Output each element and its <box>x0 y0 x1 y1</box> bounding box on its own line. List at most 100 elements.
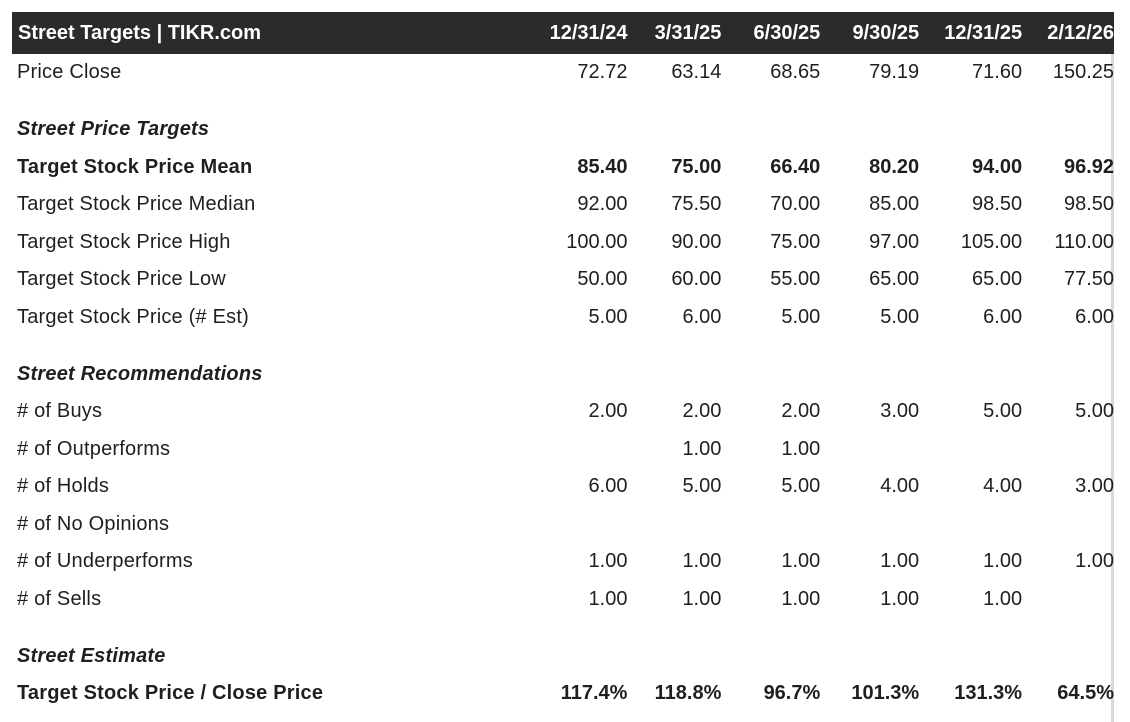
table-cell: 5.00 <box>1075 399 1115 422</box>
row-label: # of Outperforms <box>17 437 171 460</box>
table-cell: 92.00 <box>577 192 628 215</box>
table-row-no-opinions: # of No Opinions <box>12 506 1114 542</box>
section-heading: Street Price Targets <box>17 117 210 140</box>
table-row-target-low: Target Stock Price Low 50.00 60.00 55.00… <box>12 261 1114 297</box>
table-cell: 110.00 <box>1054 230 1115 253</box>
column-header-1[interactable]: 12/31/24 <box>549 21 628 44</box>
table-cell: 1.00 <box>781 437 821 460</box>
table-header: Street Targets | TIKR.com 12/31/24 3/31/… <box>12 12 1114 54</box>
table-cell: 1.00 <box>1075 549 1115 572</box>
table-cell: 6.00 <box>1075 305 1115 328</box>
table-cell: 1.00 <box>588 549 628 572</box>
table-row-underperforms: # of Underperforms 1.00 1.00 1.00 1.00 1… <box>12 543 1114 579</box>
table-cell: 71.60 <box>972 60 1023 83</box>
table-row-target-close-ratio: Target Stock Price / Close Price 117.4% … <box>12 675 1114 711</box>
table-cell: 1.00 <box>880 587 920 610</box>
table-cell: 80.20 <box>869 155 920 178</box>
table-cell: 75.50 <box>671 192 722 215</box>
table-cell: 55.00 <box>770 267 821 290</box>
table-cell: 64.5% <box>1057 681 1115 704</box>
table-row-sells: # of Sells 1.00 1.00 1.00 1.00 1.00 <box>12 581 1114 617</box>
row-label: # of No Opinions <box>17 512 170 535</box>
table-row-target-high: Target Stock Price High 100.00 90.00 75.… <box>12 224 1114 260</box>
column-header-2[interactable]: 3/31/25 <box>654 21 722 44</box>
table-cell: 85.00 <box>869 192 920 215</box>
row-label: # of Sells <box>17 587 102 610</box>
table-cell: 1.00 <box>781 587 821 610</box>
table-row-outperforms: # of Outperforms 1.00 1.00 <box>12 431 1114 467</box>
table-cell: 1.00 <box>880 549 920 572</box>
table-cell: 1.00 <box>781 549 821 572</box>
table-cell: 3.00 <box>1075 474 1115 497</box>
table-cell: 98.50 <box>972 192 1023 215</box>
table-cell: 4.00 <box>880 474 920 497</box>
column-header-4[interactable]: 9/30/25 <box>852 21 920 44</box>
table-cell: 65.00 <box>972 267 1023 290</box>
table-cell: 70.00 <box>770 192 821 215</box>
table-cell: 96.92 <box>1063 155 1115 178</box>
table-cell: 4.00 <box>983 474 1023 497</box>
table-cell: 6.00 <box>983 305 1023 328</box>
table-cell: 68.65 <box>770 60 821 83</box>
table-cell: 79.19 <box>869 60 920 83</box>
table-cell: 75.00 <box>671 155 722 178</box>
table-cell: 85.40 <box>577 155 628 178</box>
row-label: # of Underperforms <box>17 549 193 572</box>
table-cell: 50.00 <box>577 267 628 290</box>
row-label: Target Stock Price High <box>17 230 231 253</box>
table-cell: 5.00 <box>588 305 628 328</box>
section-heading: Street Estimate <box>17 644 166 667</box>
table-cell: 97.00 <box>869 230 920 253</box>
table-row-target-mean: Target Stock Price Mean 85.40 75.00 66.4… <box>12 149 1114 185</box>
table-cell: 5.00 <box>983 399 1023 422</box>
section-heading-price-targets: Street Price Targets <box>12 111 1114 147</box>
column-header-5[interactable]: 12/31/25 <box>944 21 1023 44</box>
column-header-6[interactable]: 2/12/26 <box>1047 21 1115 44</box>
table-cell: 5.00 <box>880 305 920 328</box>
table-cell: 100.00 <box>566 230 628 253</box>
table-cell: 63.14 <box>671 60 722 83</box>
table-cell: 150.25 <box>1052 60 1115 83</box>
table-row-holds: # of Holds 6.00 5.00 5.00 4.00 4.00 3.00 <box>12 468 1114 504</box>
table-cell: 1.00 <box>983 587 1023 610</box>
street-targets-table: Street Targets | TIKR.com 12/31/24 3/31/… <box>12 12 1114 722</box>
table-cell: 105.00 <box>960 230 1023 253</box>
table-cell: 1.00 <box>588 587 628 610</box>
table-cell: 77.50 <box>1063 267 1115 290</box>
table-cell: 5.00 <box>682 474 722 497</box>
table-row-target-median: Target Stock Price Median 92.00 75.50 70… <box>12 186 1114 222</box>
table-cell: 3.00 <box>880 399 920 422</box>
table-cell: 75.00 <box>770 230 821 253</box>
table-cell: 2.00 <box>682 399 722 422</box>
row-label: # of Holds <box>17 474 110 497</box>
row-label: Target Stock Price Low <box>17 267 226 290</box>
column-header-3[interactable]: 6/30/25 <box>753 21 821 44</box>
table-cell: 1.00 <box>682 437 722 460</box>
table-cell: 6.00 <box>588 474 628 497</box>
table-cell: 131.3% <box>954 681 1023 704</box>
row-label: Target Stock Price Mean <box>17 155 253 178</box>
section-heading-estimate: Street Estimate <box>12 638 1114 674</box>
table-cell: 5.00 <box>781 474 821 497</box>
row-label: Target Stock Price Median <box>17 192 256 215</box>
table-cell: 72.72 <box>577 60 628 83</box>
row-label: Target Stock Price / Close Price <box>17 681 324 704</box>
table-cell: 1.00 <box>682 587 722 610</box>
table-cell: 117.4% <box>560 681 628 704</box>
table-cell: 96.7% <box>763 681 821 704</box>
table-title: Street Targets | TIKR.com <box>18 21 262 44</box>
table-cell: 1.00 <box>682 549 722 572</box>
row-label: # of Buys <box>17 399 103 422</box>
table-row-target-est-count: Target Stock Price (# Est) 5.00 6.00 5.0… <box>12 299 1114 335</box>
table-cell: 101.3% <box>851 681 920 704</box>
row-label: Price Close <box>17 60 122 83</box>
row-label: Target Stock Price (# Est) <box>17 305 249 328</box>
section-heading-recommendations: Street Recommendations <box>12 356 1114 392</box>
table-cell: 6.00 <box>682 305 722 328</box>
table-cell: 65.00 <box>869 267 920 290</box>
table-cell: 60.00 <box>671 267 722 290</box>
table-cell: 118.8% <box>654 681 722 704</box>
table-cell: 1.00 <box>983 549 1023 572</box>
section-heading: Street Recommendations <box>17 362 263 385</box>
table-cell: 5.00 <box>781 305 821 328</box>
